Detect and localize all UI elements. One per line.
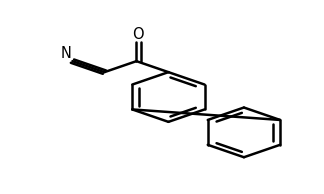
Text: N: N (61, 46, 72, 61)
Text: O: O (133, 27, 144, 42)
